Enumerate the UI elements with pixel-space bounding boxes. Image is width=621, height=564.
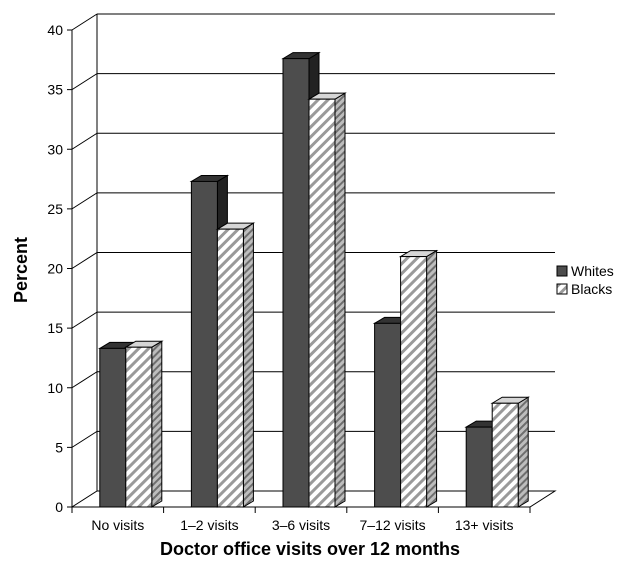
bar-front: [99, 347, 127, 508]
bar-blacks: [123, 340, 164, 508]
y-axis-title: Percent: [11, 237, 31, 303]
bar-side: [517, 396, 529, 508]
bar-front: [400, 256, 428, 508]
y-tick-label: 15: [47, 320, 63, 336]
y-tick-label: 35: [47, 82, 63, 98]
bar-front: [374, 322, 402, 508]
bar-blacks: [398, 249, 439, 508]
x-tick-label: 3–6 visits: [272, 517, 330, 533]
bar-side: [242, 222, 254, 508]
y-tick-label: 5: [55, 439, 63, 455]
gridline-diagonal: [71, 73, 98, 91]
bar-front: [465, 426, 493, 508]
x-axis-title: Doctor office visits over 12 months: [160, 539, 460, 559]
bar-side: [426, 249, 438, 508]
y-tick-label: 30: [47, 141, 63, 157]
bar-front: [125, 346, 153, 508]
x-axis-ticks: No visits 1–2 visits 3–6 visits 7–12 visits…: [71, 507, 531, 533]
x-tick-label: 13+ visits: [455, 517, 514, 533]
gridline-diagonal: [71, 13, 98, 31]
bar-blacks: [215, 222, 256, 508]
bar-blacks: [307, 92, 347, 508]
gridline-diagonal: [71, 311, 98, 329]
gridline-diagonal: [71, 430, 98, 448]
gridline-diagonal: [71, 252, 98, 269]
bar-side: [151, 340, 163, 508]
y-tick-label: 10: [47, 380, 63, 396]
y-axis-ticks: 0 5 10 15 20 25 30 35 40: [47, 22, 72, 515]
bar-front: [491, 402, 519, 508]
bar-blacks: [490, 396, 531, 508]
bar-side: [334, 92, 346, 508]
y-tick-label: 40: [47, 22, 63, 38]
legend-swatch: [556, 265, 568, 277]
gridline-diagonal: [71, 371, 98, 389]
bar-front: [308, 98, 336, 508]
gridline-diagonal: [71, 132, 98, 150]
x-tick-label: No visits: [91, 517, 144, 533]
legend-label: Blacks: [571, 281, 612, 297]
y-tick-label: 20: [47, 261, 63, 277]
gridline-diagonal: [71, 192, 98, 210]
legend: Whites Blacks: [556, 263, 614, 297]
bars: [97, 51, 531, 508]
y-tick-label: 0: [55, 499, 63, 515]
x-tick-label: 7–12 visits: [360, 517, 426, 533]
x-tick-label: 1–2 visits: [180, 517, 238, 533]
bar-front: [216, 228, 244, 508]
bar-front: [190, 180, 218, 508]
legend-label: Whites: [571, 263, 614, 279]
y-tick-label: 25: [47, 201, 63, 217]
bar-front: [282, 58, 310, 508]
legend-swatch: [556, 283, 568, 295]
